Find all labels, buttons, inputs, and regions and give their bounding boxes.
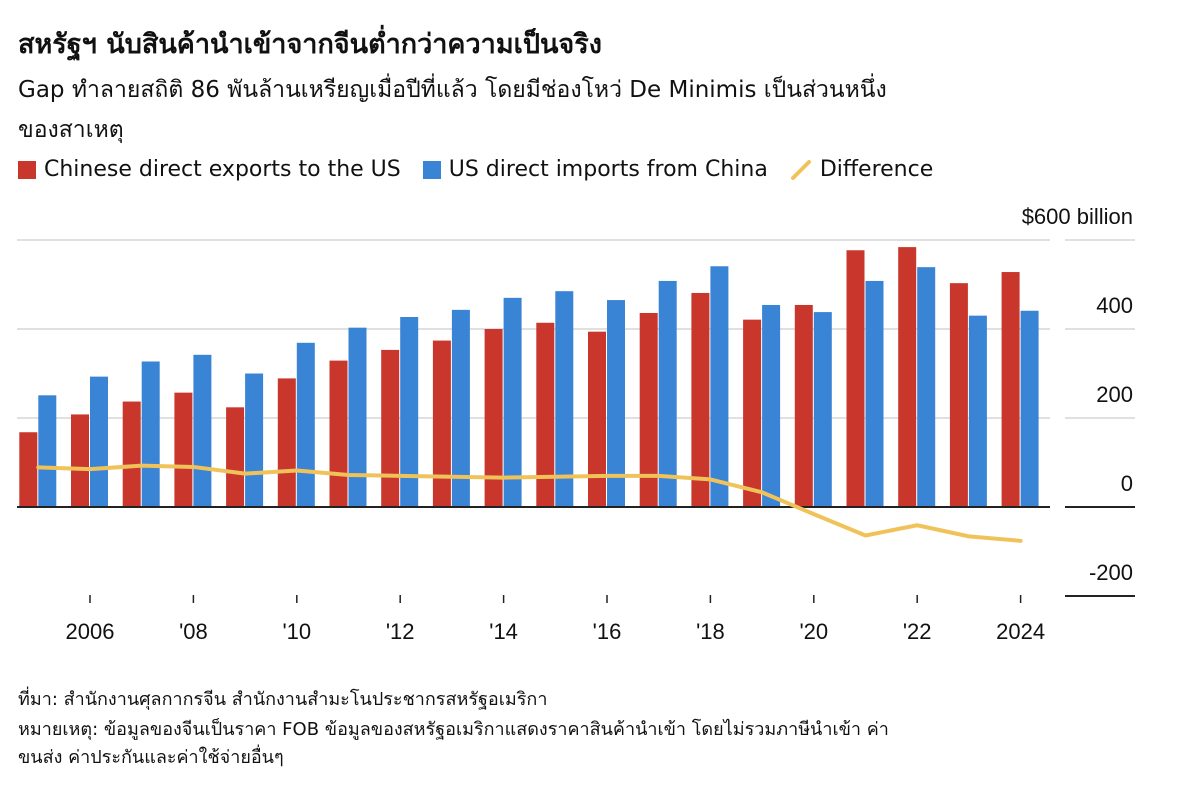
- bar-exports: [1001, 272, 1020, 507]
- bar-imports: [348, 327, 367, 507]
- y-tick-label: $600 billion: [1022, 204, 1133, 229]
- source-note: ที่มา: สำนักงานศุลกากรจีน สำนักงานสำมะโน…: [18, 689, 548, 710]
- bar-exports: [19, 432, 38, 507]
- bar-imports: [400, 316, 419, 507]
- x-tick-label: 2024: [996, 619, 1045, 644]
- bar-exports: [432, 340, 451, 507]
- bar-imports: [1020, 310, 1039, 507]
- chart-title: สหรัฐฯ นับสินค้านำเข้าจากจีนต่ำกว่าความเ…: [18, 29, 602, 60]
- bar-exports: [381, 349, 400, 507]
- x-tick-label: '10: [282, 619, 311, 644]
- y-tick-label: 400: [1096, 293, 1133, 318]
- bar-imports: [141, 361, 160, 507]
- bar-imports: [90, 376, 108, 507]
- bar-exports: [484, 329, 503, 507]
- bar-imports: [813, 312, 832, 507]
- bar-exports: [588, 331, 606, 507]
- legend-swatch-blue: [422, 160, 441, 179]
- legend: Chinese direct exports to the US US dire…: [18, 157, 933, 182]
- legend-item-difference: Difference: [790, 157, 933, 182]
- footnote-line1: หมายเหตุ: ข้อมูลของจีนเป็นราคา FOB ข้อมู…: [18, 719, 889, 740]
- y-tick-label: 200: [1096, 382, 1133, 407]
- x-tick-label: '14: [489, 619, 518, 644]
- legend-label: Difference: [819, 157, 934, 182]
- bar-imports: [865, 280, 884, 507]
- bar-exports: [174, 392, 193, 507]
- bar-exports: [846, 250, 865, 508]
- x-tick-label: '16: [593, 619, 622, 644]
- bar-imports: [762, 304, 781, 507]
- bar-exports: [536, 322, 555, 507]
- bar-exports: [794, 304, 813, 507]
- bar-imports: [503, 297, 522, 507]
- bar-exports: [639, 312, 658, 507]
- bar-imports: [658, 280, 677, 507]
- legend-swatch-red: [18, 160, 36, 179]
- bar-imports: [451, 309, 470, 507]
- chart-subtitle-line2: ของสาเหตุ: [18, 117, 124, 143]
- x-tick-label: '12: [386, 619, 415, 644]
- bar-exports: [122, 401, 141, 507]
- bar-imports: [38, 395, 57, 507]
- bar-imports: [555, 291, 574, 507]
- x-tick-label: 2006: [66, 619, 115, 644]
- bar-imports: [917, 267, 936, 507]
- x-tick-label: '08: [179, 619, 208, 644]
- x-tick-label: '20: [799, 619, 828, 644]
- bar-exports: [949, 283, 968, 507]
- footnote-line2: ขนส่ง ค่าประกันและค่าใช้จ่ายอื่นๆ: [18, 747, 284, 768]
- legend-label: US direct imports from China: [448, 157, 768, 182]
- bar-exports: [226, 407, 245, 507]
- bar-imports: [193, 354, 212, 507]
- bar-imports: [607, 300, 625, 507]
- legend-item-imports: US direct imports from China: [422, 157, 768, 182]
- bar-imports: [296, 342, 315, 507]
- bar-exports: [329, 360, 348, 507]
- bar-imports: [245, 373, 264, 507]
- chart-subtitle-line1: Gap ทำลายสถิติ 86 พันล้านเหรียญเมื่อปีที…: [18, 77, 887, 103]
- y-tick-label: -200: [1089, 560, 1133, 585]
- bar-exports: [71, 414, 89, 507]
- bar-exports: [898, 247, 917, 507]
- legend-item-exports: Chinese direct exports to the US: [18, 157, 401, 182]
- bar-imports: [968, 315, 987, 507]
- x-tick-label: '18: [696, 619, 725, 644]
- difference-line: [36, 463, 1023, 543]
- bar-exports: [691, 292, 710, 507]
- x-tick-label: '22: [903, 619, 932, 644]
- y-tick-label: 0: [1121, 471, 1133, 496]
- legend-label: Chinese direct exports to the US: [44, 157, 401, 182]
- bar-imports: [710, 266, 729, 507]
- bar-exports: [743, 319, 762, 507]
- legend-line-icon: [790, 159, 811, 180]
- bar-exports: [277, 378, 296, 507]
